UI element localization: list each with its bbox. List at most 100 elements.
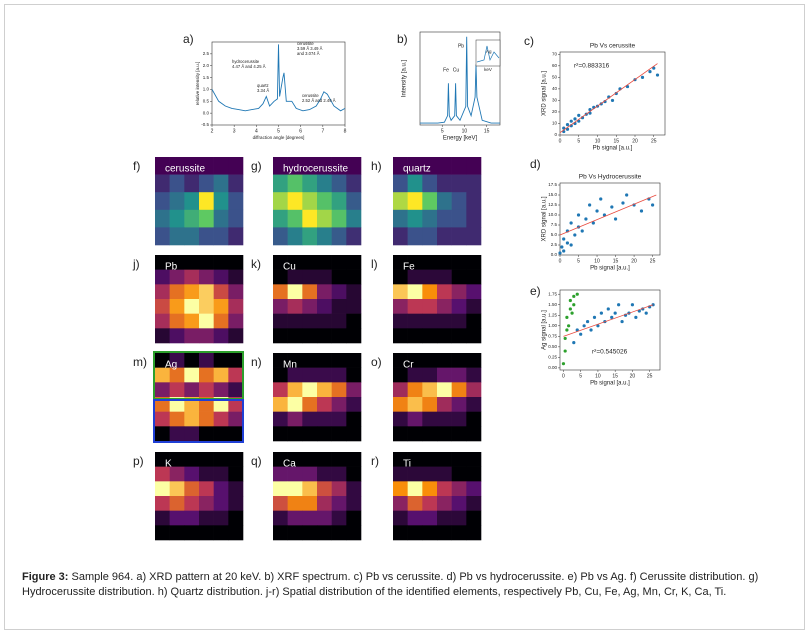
r2-annotation: r²=0.545026 [592,349,628,356]
map-pixel [169,510,185,526]
y-tick-label: 5.0 [551,232,558,237]
map-pixel [287,510,303,526]
map-pixel [422,525,438,541]
y-tick-label: 1.75 [548,291,557,296]
map-pixel [407,525,423,541]
map-pixel [331,367,347,383]
map-pixel [317,481,332,497]
scatter-point [558,251,562,255]
map-pixel [169,353,185,368]
map-pixel [437,313,452,329]
map-pixel [155,227,170,246]
map-pixel [331,174,347,193]
map-pixel [317,227,332,246]
map-pixel [155,269,170,285]
map-pixel [184,367,200,383]
map-pixel [331,227,347,246]
xrd-annotation: 4.47 Å and 4.25 Å [232,64,266,69]
map-pixel [228,313,244,329]
map-pixel [451,192,467,211]
x-tick-label: 10 [462,128,468,134]
map-pixel [199,525,214,541]
scatter-point [575,292,579,296]
map-pixel [199,328,214,344]
scatter-point [589,328,593,332]
map-pixel [346,174,362,193]
map-pixel [155,496,170,511]
map-pixel [199,284,214,300]
y-tick-label: 0.0 [551,252,558,257]
map-pixel [273,481,288,497]
scatter-point [610,205,614,209]
map-pixel [169,269,185,285]
map-pixel [213,353,229,368]
map-pixel [199,255,214,270]
map-pixel [155,174,170,193]
map-pixel [155,353,170,368]
map-pixel [287,269,303,285]
map-pixel [213,481,229,497]
map-pixel [317,353,332,368]
map-pixel [184,209,200,228]
map-pixel [422,466,438,482]
map-pixel [302,426,318,442]
map-pixel [273,411,288,427]
map-pixel [437,510,452,526]
map-pixel [228,174,244,193]
x-tick-label: 25 [647,373,653,379]
x-tick-label: 10 [595,373,601,379]
map-pixel [437,481,452,497]
map-pixel [466,174,482,193]
map-pixel [346,452,362,467]
map-pixel [346,353,362,368]
map-pixel [393,157,408,175]
xrd-annotation: 3.34 Å [257,88,269,93]
map-pixel [407,255,423,270]
scatter-point [639,209,644,213]
map-pixel [228,466,244,482]
map-pixel [422,227,438,246]
map-pixel [451,367,467,383]
map-pixel [407,227,423,246]
map-pixel [228,328,244,344]
map-pixel [437,382,452,398]
y-tick-label: 10.0 [548,212,557,217]
map-pixel [213,299,229,314]
map-pixel [451,466,467,482]
map-pixel [287,426,303,442]
x-tick-label: 25 [650,258,656,264]
map-pixel [184,255,200,270]
map-pixel [213,269,229,285]
map-pixel [228,284,244,300]
map-pixel [169,227,185,246]
map-pixel [451,328,467,344]
map-pixel [466,284,482,300]
map-pixel [155,367,170,383]
scatter-point [561,362,566,366]
map-pixel [346,157,362,175]
y-axis-label: Ag signal [a.u.] [542,310,548,350]
xrd-annotation: cerussite [297,41,314,46]
panel-label: p) [133,454,144,468]
map-pixel [184,481,200,497]
y-tick-label: 1.00 [548,323,557,328]
map-pixel [199,481,214,497]
map-pixel [169,255,185,270]
map-pixel [199,299,214,314]
map-pixel [155,192,170,211]
map-pixel [273,328,288,344]
panel-label: b) [397,32,408,46]
map-title: Cu [283,262,296,273]
y-tick-label: 0.00 [548,365,557,370]
map-pixel [213,227,229,246]
map-pixel [407,174,423,193]
map-pixel [199,209,214,228]
plot-frame [419,31,501,126]
scatter-point [573,233,577,237]
map-pixel [302,481,318,497]
x-tick-label: 20 [631,258,637,264]
map-pixel [228,353,244,368]
panel-label: h) [371,159,382,173]
map-pixel [169,452,185,467]
map-pixel [273,397,288,412]
